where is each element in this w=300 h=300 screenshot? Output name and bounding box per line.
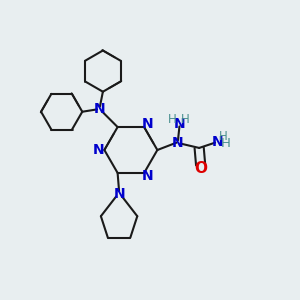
Text: N: N xyxy=(172,136,184,150)
Text: N: N xyxy=(142,169,154,183)
Text: H: H xyxy=(168,113,176,126)
Text: N: N xyxy=(94,102,106,116)
Text: N: N xyxy=(93,143,105,157)
Text: H: H xyxy=(221,137,231,150)
Text: N: N xyxy=(142,117,154,131)
Text: N: N xyxy=(174,117,185,131)
Text: H: H xyxy=(219,130,228,143)
Text: N: N xyxy=(212,135,223,149)
Text: O: O xyxy=(194,161,207,176)
Text: N: N xyxy=(113,187,125,201)
Text: H: H xyxy=(181,112,190,126)
